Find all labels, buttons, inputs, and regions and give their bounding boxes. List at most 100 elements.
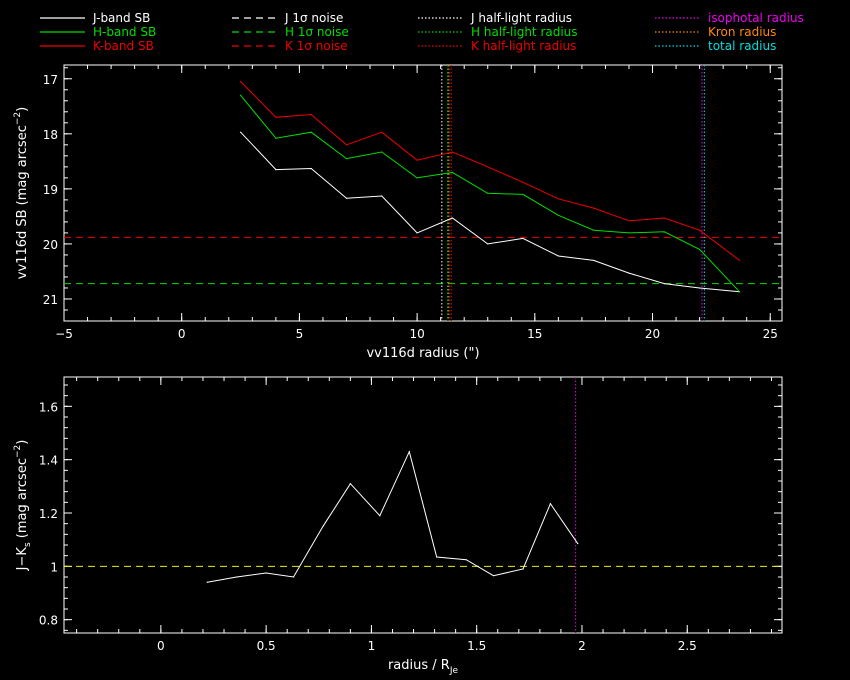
- data-point-h-band-sb: [416, 177, 418, 179]
- data-point-j-band-sb: [451, 217, 454, 219]
- data-point-j-band-sb: [522, 237, 524, 240]
- data-point-j-ks: [549, 503, 551, 505]
- data-point-j-ks: [349, 483, 351, 485]
- data-point-k-band-sb: [345, 144, 348, 146]
- x-tick-label: 10: [409, 327, 424, 341]
- data-point-h-band-sb: [557, 214, 559, 216]
- data-point-h-band-sb: [381, 151, 383, 153]
- data-point-j-band-sb: [699, 287, 701, 289]
- x-tick-label: 25: [763, 327, 778, 341]
- data-point-k-band-sb: [628, 220, 630, 222]
- data-point-h-band-sb: [275, 137, 277, 139]
- legend-label-h-1-noise: H 1σ noise: [285, 25, 349, 39]
- plot-frame: [63, 64, 783, 322]
- data-point-k-band-sb: [699, 229, 701, 231]
- y-tick-label: 19: [43, 183, 58, 197]
- data-point-k-band-sb: [239, 80, 242, 83]
- plot-frame: [63, 376, 783, 634]
- data-point-j-ks: [408, 451, 410, 453]
- data-point-k-band-sb: [557, 198, 559, 200]
- data-point-k-band-sb: [593, 207, 595, 209]
- data-point-k-band-sb: [381, 131, 383, 133]
- x-tick-label: 0: [157, 639, 165, 653]
- legend-label-j-half-light-radius: J half-light radius: [470, 11, 572, 25]
- data-point-k-band-sb: [487, 166, 489, 168]
- data-point-h-band-sb: [663, 231, 665, 233]
- y-tick-label: 1.2: [39, 507, 58, 521]
- data-point-j-band-sb: [345, 197, 348, 199]
- legend-label-kron-radius: Kron radius: [708, 25, 776, 39]
- data-point-k-band-sb: [451, 151, 454, 153]
- legend-label-j-band-sb: J-band SB: [92, 11, 150, 25]
- x-tick-label: 2: [578, 639, 586, 653]
- x-tick-label: 1.5: [467, 639, 486, 653]
- data-point-j-ks: [577, 543, 579, 545]
- data-point-j-band-sb: [487, 243, 489, 245]
- data-point-h-band-sb: [739, 291, 741, 293]
- y-tick-label: 0.8: [39, 614, 58, 628]
- y-tick-label: 1: [50, 560, 58, 574]
- x-axis-label: radius / RJe: [388, 658, 459, 676]
- data-point-j-band-sb: [381, 195, 383, 197]
- x-tick-label: −5: [55, 327, 73, 341]
- data-point-h-band-sb: [487, 192, 489, 194]
- legend-label-k-band-sb: K-band SB: [93, 39, 154, 53]
- y-tick-label: 21: [43, 293, 58, 307]
- data-point-j-ks: [292, 576, 295, 578]
- data-point-j-band-sb: [628, 272, 630, 274]
- y-tick-label: 18: [43, 128, 58, 142]
- data-point-k-band-sb: [416, 159, 418, 161]
- data-point-j-ks: [265, 572, 267, 574]
- legend-label-h-band-sb: H-band SB: [93, 25, 156, 39]
- y-tick-label: 1.4: [39, 454, 58, 468]
- x-tick-label: 0: [178, 327, 186, 341]
- data-point-h-band-sb: [593, 229, 595, 231]
- data-point-j-ks: [436, 556, 438, 558]
- data-point-k-band-sb: [522, 181, 524, 183]
- legend-label-j-1-noise: J 1σ noise: [284, 11, 343, 25]
- data-point-h-band-sb: [239, 94, 242, 96]
- data-point-k-band-sb: [310, 113, 312, 116]
- y-tick-label: 17: [43, 73, 58, 87]
- y-tick-label: 1.6: [39, 400, 58, 414]
- series-line-j-ks: [207, 450, 579, 583]
- data-point-j-band-sb: [239, 131, 242, 133]
- data-point-j-band-sb: [593, 259, 595, 262]
- data-point-j-ks: [465, 559, 467, 561]
- data-point-j-ks: [206, 581, 208, 583]
- x-tick-label: 2.5: [678, 639, 697, 653]
- data-point-j-band-sb: [275, 169, 277, 171]
- color-profile-panel: 0 0.5 1 1.5 2 2.5 0.8 1 1.2 1.4 1.6 radius / RJe J−K…: [13, 376, 783, 676]
- x-tick-label: 5: [296, 327, 304, 341]
- data-point-h-band-sb: [522, 193, 524, 195]
- sb-profile-panel: −5 0 5 10 15 20 25 17 18 19 20 21 vv116d radius (") v…: [13, 64, 783, 361]
- y-axis-label: J−Ks (mag arcsec−2): [13, 440, 33, 572]
- data-point-h-band-sb: [699, 248, 701, 251]
- data-point-h-band-sb: [345, 157, 348, 160]
- data-point-j-band-sb: [663, 282, 665, 285]
- x-tick-label: 0.5: [257, 639, 276, 653]
- data-point-j-band-sb: [416, 232, 418, 234]
- data-point-j-ks: [236, 576, 238, 578]
- x-tick-label: 15: [527, 327, 542, 341]
- legend-label-k-half-light-radius: K half-light radius: [471, 39, 576, 53]
- y-tick-label: 20: [43, 238, 58, 252]
- data-point-j-ks: [322, 525, 324, 527]
- data-point-h-band-sb: [310, 131, 312, 133]
- data-point-h-band-sb: [628, 232, 630, 234]
- legend-label-isophotal-radius: isophotal radius: [708, 11, 804, 25]
- y-axis-label: vv116d SB (mag arcsec−2): [13, 107, 30, 279]
- legend-label-k-1-noise: K 1σ noise: [285, 39, 348, 53]
- data-point-k-band-sb: [663, 217, 665, 219]
- data-point-j-ks: [492, 575, 495, 577]
- data-point-j-band-sb: [310, 167, 312, 170]
- x-tick-label: 20: [645, 327, 660, 341]
- data-point-j-band-sb: [557, 255, 559, 257]
- x-tick-label: 1: [368, 639, 376, 653]
- legend-label-total-radius: total radius: [708, 39, 776, 53]
- data-point-k-band-sb: [739, 259, 741, 262]
- data-point-h-band-sb: [451, 171, 454, 173]
